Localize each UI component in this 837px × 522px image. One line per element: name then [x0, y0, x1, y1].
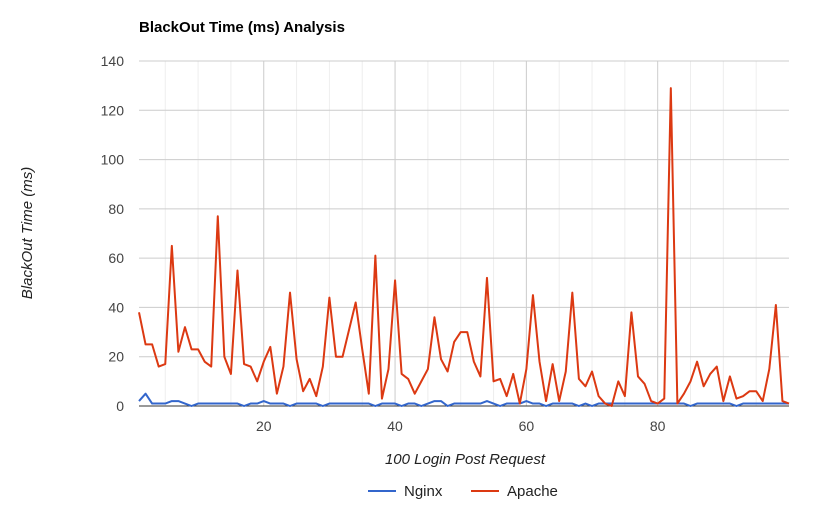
chart-title: BlackOut Time (ms) Analysis	[139, 19, 345, 36]
y-tick-label: 80	[108, 201, 124, 217]
y-tick-label: 120	[101, 102, 125, 118]
chart-grid	[139, 60, 789, 407]
legend-label-apache: Apache	[507, 483, 558, 500]
legend: Nginx Apache	[368, 483, 558, 500]
x-axis-label: 100 Login Post Request	[385, 451, 546, 468]
x-tick-label: 60	[519, 418, 535, 434]
y-tick-label: 20	[108, 349, 124, 365]
legend-label-nginx: Nginx	[404, 483, 443, 500]
chart-tick-labels: 0 20 40 60 80 100 120 140 20 40 60 80	[101, 53, 666, 434]
x-tick-label: 40	[387, 418, 403, 434]
y-tick-label: 40	[108, 299, 124, 315]
chart-series	[138, 87, 790, 407]
x-tick-label: 80	[650, 418, 666, 434]
y-tick-label: 0	[116, 398, 124, 414]
y-tick-label: 100	[101, 152, 125, 168]
series-line-apache	[138, 87, 790, 407]
y-tick-label: 140	[101, 53, 125, 69]
y-tick-label: 60	[108, 250, 124, 266]
x-tick-label: 20	[256, 418, 272, 434]
series-line-nginx	[138, 392, 789, 407]
y-axis-label: BlackOut Time (ms)	[19, 167, 36, 299]
